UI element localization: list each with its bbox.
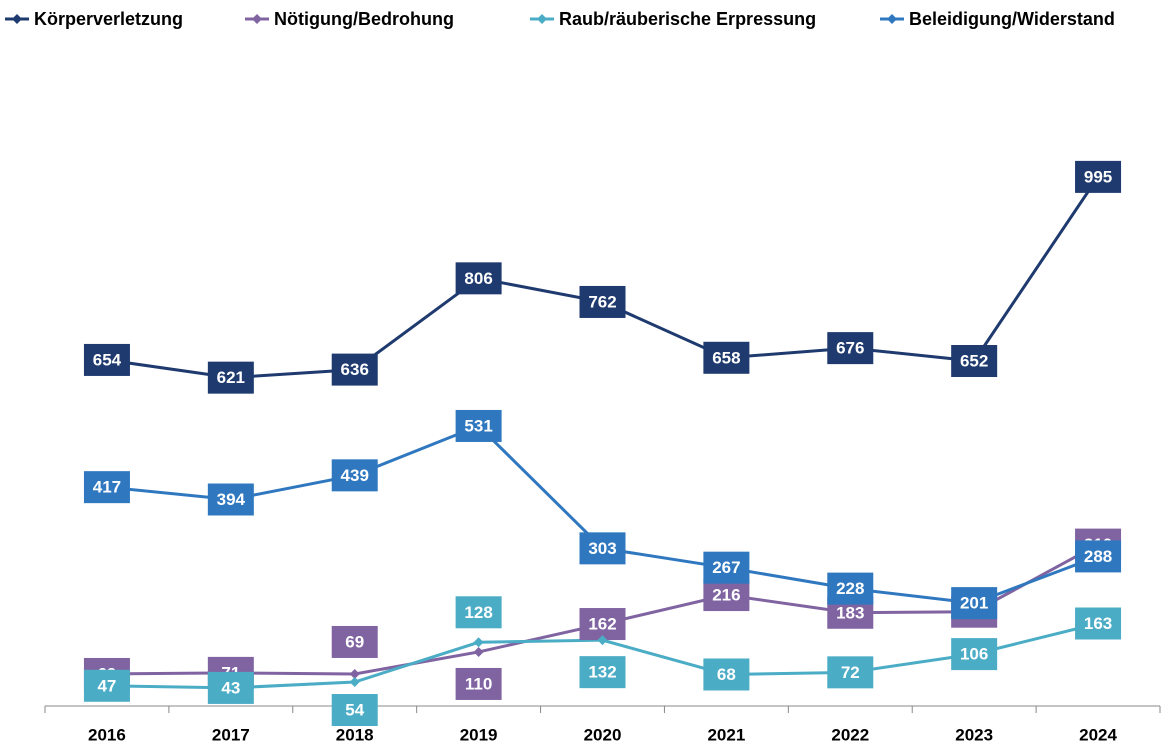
data-label-box bbox=[951, 587, 998, 620]
data-label: 163 bbox=[1084, 614, 1112, 633]
data-label: 216 bbox=[712, 586, 740, 605]
data-label: 54 bbox=[345, 700, 364, 719]
data-label-box bbox=[827, 656, 874, 689]
legend-marker bbox=[887, 14, 897, 24]
data-label-box bbox=[579, 608, 626, 641]
data-label: 658 bbox=[712, 348, 740, 367]
point-marker bbox=[597, 635, 608, 646]
data-label-box bbox=[455, 667, 502, 700]
data-label: 762 bbox=[588, 292, 616, 311]
x-tick-label: 2017 bbox=[212, 725, 250, 744]
series-line bbox=[106, 424, 1099, 605]
data-label: 267 bbox=[712, 558, 740, 577]
data-label: 162 bbox=[588, 615, 616, 634]
legend-label: Körperverletzung bbox=[34, 9, 183, 29]
data-label-box bbox=[703, 579, 750, 612]
legend-marker bbox=[537, 14, 547, 24]
data-label: 201 bbox=[960, 594, 988, 613]
data-label: 531 bbox=[464, 416, 492, 435]
data-label: 132 bbox=[588, 663, 616, 682]
data-label: 183 bbox=[836, 603, 864, 622]
data-label: 228 bbox=[836, 579, 864, 598]
data-label-box bbox=[207, 361, 254, 394]
data-label-box bbox=[703, 658, 750, 691]
data-label: 417 bbox=[93, 478, 121, 497]
data-label: 303 bbox=[588, 539, 616, 558]
point-marker bbox=[349, 677, 360, 688]
data-label-box bbox=[1075, 160, 1122, 193]
data-label: 439 bbox=[341, 466, 369, 485]
data-label-box bbox=[331, 625, 378, 658]
point-marker bbox=[473, 637, 484, 648]
data-label-box bbox=[951, 345, 998, 378]
data-label: 288 bbox=[1084, 547, 1112, 566]
data-label-box bbox=[827, 332, 874, 365]
x-tick-label: 2022 bbox=[831, 725, 869, 744]
series-line bbox=[106, 176, 1100, 380]
data-label-box bbox=[827, 572, 874, 605]
legend-label: Raub/räuberische Erpressung bbox=[559, 9, 816, 29]
data-label-box bbox=[951, 638, 998, 671]
data-label-box bbox=[579, 285, 626, 318]
data-label: 69 bbox=[345, 632, 364, 651]
x-tick-label: 2018 bbox=[336, 725, 374, 744]
data-label-box bbox=[455, 596, 502, 629]
x-tick-label: 2019 bbox=[460, 725, 498, 744]
data-label: 72 bbox=[841, 663, 860, 682]
data-label: 654 bbox=[93, 350, 122, 369]
data-label-box bbox=[703, 341, 750, 374]
data-label: 128 bbox=[464, 603, 492, 622]
data-label-box bbox=[83, 471, 130, 504]
data-label-box bbox=[83, 343, 130, 376]
data-label: 621 bbox=[217, 368, 245, 387]
data-label-box bbox=[455, 262, 502, 295]
data-label-box bbox=[83, 669, 130, 702]
legend-marker bbox=[12, 14, 22, 24]
point-marker bbox=[349, 668, 360, 679]
legend-label: Beleidigung/Widerstand bbox=[909, 9, 1115, 29]
data-label: 676 bbox=[836, 339, 864, 358]
data-label-box bbox=[703, 551, 750, 584]
data-label-box bbox=[1075, 540, 1122, 573]
x-tick-label: 2020 bbox=[584, 725, 622, 744]
data-label: 106 bbox=[960, 645, 988, 664]
x-tick-label: 2016 bbox=[88, 725, 126, 744]
data-label: 995 bbox=[1084, 167, 1112, 186]
data-label-box bbox=[331, 694, 378, 727]
point-marker bbox=[473, 646, 484, 657]
legend-label: Nötigung/Bedrohung bbox=[274, 9, 454, 29]
data-label-box bbox=[579, 532, 626, 565]
data-label-box bbox=[1075, 607, 1122, 640]
x-tick-label: 2024 bbox=[1079, 725, 1117, 744]
data-label: 636 bbox=[341, 360, 369, 379]
data-label-box bbox=[331, 459, 378, 492]
data-label-box bbox=[207, 671, 254, 704]
data-label: 47 bbox=[97, 676, 116, 695]
data-label: 43 bbox=[221, 678, 240, 697]
data-label: 394 bbox=[217, 490, 246, 509]
data-label-box bbox=[455, 409, 502, 442]
data-label: 68 bbox=[717, 665, 736, 684]
data-label: 110 bbox=[465, 674, 492, 693]
data-label: 806 bbox=[464, 269, 492, 288]
data-label-box bbox=[331, 353, 378, 386]
x-tick-label: 2021 bbox=[707, 725, 745, 744]
data-label-box bbox=[579, 656, 626, 689]
x-tick-label: 2023 bbox=[955, 725, 993, 744]
data-label: 652 bbox=[960, 351, 988, 370]
legend-marker bbox=[252, 14, 262, 24]
data-label-box bbox=[207, 483, 254, 516]
